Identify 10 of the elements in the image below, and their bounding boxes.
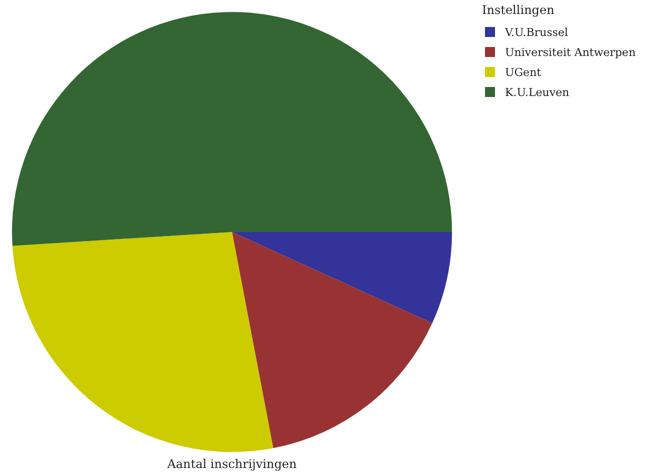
pie-slice: [12, 232, 274, 452]
pie-slice: [232, 232, 452, 324]
text: Aantal inschrijvingen: [166, 457, 298, 471]
legend-title: Instellingen: [482, 3, 555, 17]
legend-label: UGent: [505, 66, 542, 79]
legend-label: V.U.Brussel: [504, 26, 568, 39]
pie-slice: [12, 12, 452, 246]
legend-label: K.U.Leuven: [505, 86, 570, 99]
pie-slice: [232, 232, 432, 448]
legend-label: Universiteit Antwerpen: [505, 46, 636, 59]
